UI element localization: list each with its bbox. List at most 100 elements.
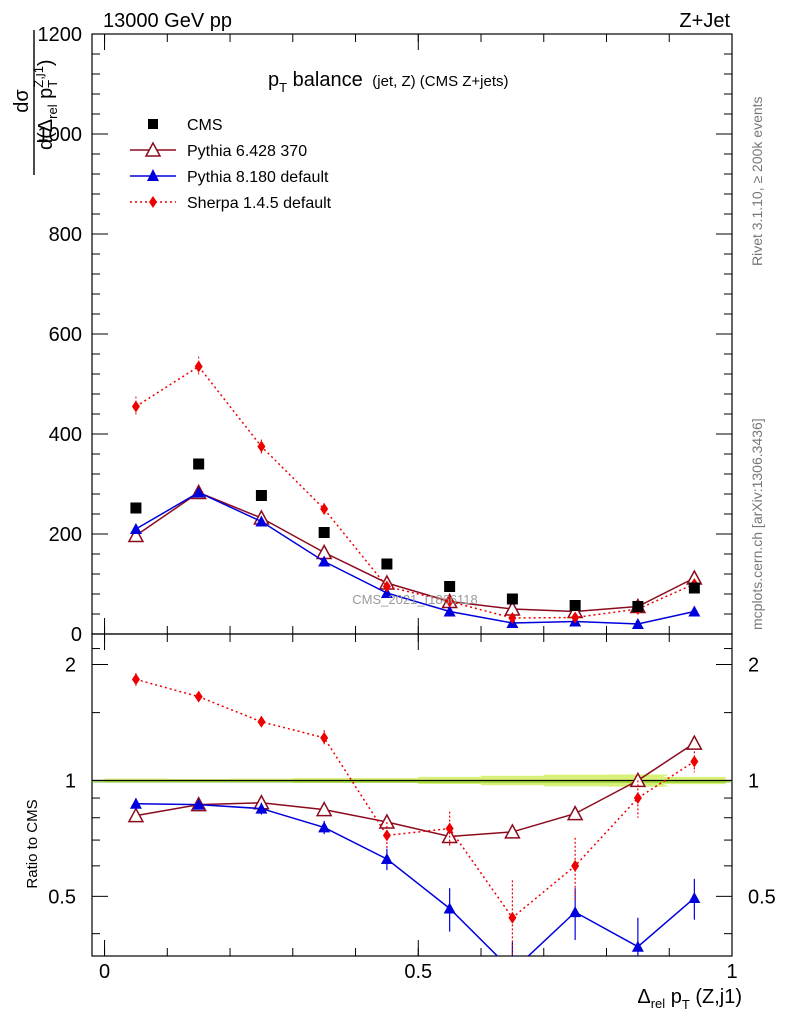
pythia8-point <box>443 605 456 617</box>
pythia8-point <box>631 618 644 629</box>
pythia6-point <box>315 800 333 817</box>
legend-label-pythia6: Pythia 6.428 370 <box>187 143 307 160</box>
sherpa-point <box>382 580 391 593</box>
sherpa-point <box>571 859 580 872</box>
ratio-tick-label-right: 1 <box>748 770 759 792</box>
legend-label-pythia8: Pythia 8.180 default <box>187 169 329 186</box>
legend-marker-open-triangle <box>144 141 162 157</box>
pythia8-point <box>688 892 701 904</box>
legend-marker-diamond <box>149 196 157 208</box>
mcplots-label: mcplots.cern.ch [arXiv:1306.3436] <box>749 418 765 630</box>
header-process: Z+Jet <box>679 10 730 32</box>
ratio-tick-label: 2 <box>65 654 76 676</box>
rivet-label: Rivet 3.1.10, ≥ 200k events <box>749 96 765 266</box>
xlabel-delta: Δ <box>637 986 650 1008</box>
pythia8-point <box>318 821 331 833</box>
ylabel-den-sub: rel <box>45 104 60 119</box>
pythia8-point <box>569 906 582 918</box>
ratio-pythia8-line <box>135 802 695 956</box>
ratio-pythia6-line <box>135 742 695 838</box>
title-small: (jet, Z) (CMS Z+jets) <box>372 73 508 90</box>
sherpa-point <box>633 792 642 805</box>
ylabel-den-a: d(Δ <box>35 119 57 150</box>
legend-marker-triangle <box>147 169 159 181</box>
sherpa-point <box>571 611 580 624</box>
y-axis-label-ratio: Ratio to CMS <box>24 799 41 888</box>
sherpa-point <box>382 829 391 842</box>
cms-point <box>318 527 330 538</box>
pythia6-line <box>135 491 695 613</box>
sherpa-point <box>257 440 266 453</box>
ratio-tick-label: 1 <box>65 770 76 792</box>
legend-label-sherpa: Sherpa 1.4.5 default <box>187 195 332 212</box>
pythia6-point <box>127 807 145 823</box>
ylabel-den-sub2: T <box>45 80 60 88</box>
cms-point <box>255 490 267 501</box>
sherpa-point <box>194 690 203 703</box>
sherpa-line <box>135 365 695 619</box>
pythia8-point <box>318 555 331 567</box>
cms-point <box>381 558 393 570</box>
y-tick-label: 800 <box>49 224 82 246</box>
legend-marker-square <box>148 119 158 129</box>
cms-point <box>688 582 700 594</box>
pythia8-point <box>129 797 142 809</box>
ylabel-numerator: dσ <box>11 89 33 113</box>
pythia8-point <box>192 798 205 810</box>
pythia8-line <box>135 491 695 625</box>
cms-point <box>444 581 456 592</box>
pythia8-point <box>688 605 701 617</box>
pythia6-point <box>686 734 703 750</box>
legend-item-pythia6: Pythia 6.428 370 <box>130 141 307 160</box>
pythia6-point <box>504 823 521 839</box>
xlabel-sub: rel <box>651 996 666 1011</box>
pythia8-point <box>443 902 456 914</box>
title-main: p <box>268 69 279 91</box>
legend-label-cms: CMS <box>187 117 223 134</box>
y-tick-label: 400 <box>49 424 82 446</box>
sherpa-point <box>508 612 517 624</box>
title-main-rest: balance <box>287 69 363 91</box>
sherpa-point <box>690 755 699 768</box>
y-axis-label-top: dσ d(Δrel pTZ,j1) <box>11 30 60 175</box>
cms-point <box>569 600 581 611</box>
pythia8-point <box>192 486 205 498</box>
y-tick-label: 200 <box>49 524 82 546</box>
x-tick-label: 0 <box>99 961 110 983</box>
pythia6-point <box>566 805 584 821</box>
pythia8-point <box>631 940 644 952</box>
pythia8-point <box>380 853 393 865</box>
analysis-watermark: CMS_2021_I1866118 <box>352 592 478 607</box>
legend-item-cms: CMS <box>148 117 223 134</box>
title-main-sub: T <box>279 80 287 95</box>
x-tick-label: 0.5 <box>404 961 432 983</box>
sherpa-point <box>320 731 329 744</box>
x-axis-label: Δrel pT (Z,j1) <box>637 986 742 1012</box>
legend: CMS Pythia 6.428 370 Pythia 8.180 defaul… <box>130 117 332 212</box>
cms-point <box>130 502 142 514</box>
ylabel-den-end: ) <box>35 59 57 66</box>
sherpa-point <box>131 673 140 686</box>
ylabel-den-sup: Z,j1 <box>31 66 46 88</box>
xlabel-sub2: T <box>682 997 690 1012</box>
y-tick-label: 1000 <box>38 124 83 146</box>
ratio-plot-frame <box>91 633 733 957</box>
pythia8-point <box>255 515 268 527</box>
pythia8-point <box>129 523 142 534</box>
sherpa-point <box>508 911 517 924</box>
header-energy: 13000 GeV pp <box>103 10 232 32</box>
cms-uncertainty-band <box>92 774 732 787</box>
pythia8-point <box>255 802 268 814</box>
sherpa-point <box>131 400 140 413</box>
ylabel-den-mid: p <box>35 88 57 105</box>
ratio-tick-label-right: 2 <box>748 654 759 676</box>
legend-item-pythia8: Pythia 8.180 default <box>130 169 329 186</box>
sherpa-point <box>194 360 203 373</box>
xlabel-mid: p <box>665 986 682 1008</box>
x-tick-label: 1 <box>726 961 737 983</box>
pythia6-point <box>127 526 145 543</box>
sherpa-point <box>445 595 454 608</box>
legend-item-sherpa: Sherpa 1.4.5 default <box>130 195 332 212</box>
ratio-clipped-group <box>127 673 703 956</box>
